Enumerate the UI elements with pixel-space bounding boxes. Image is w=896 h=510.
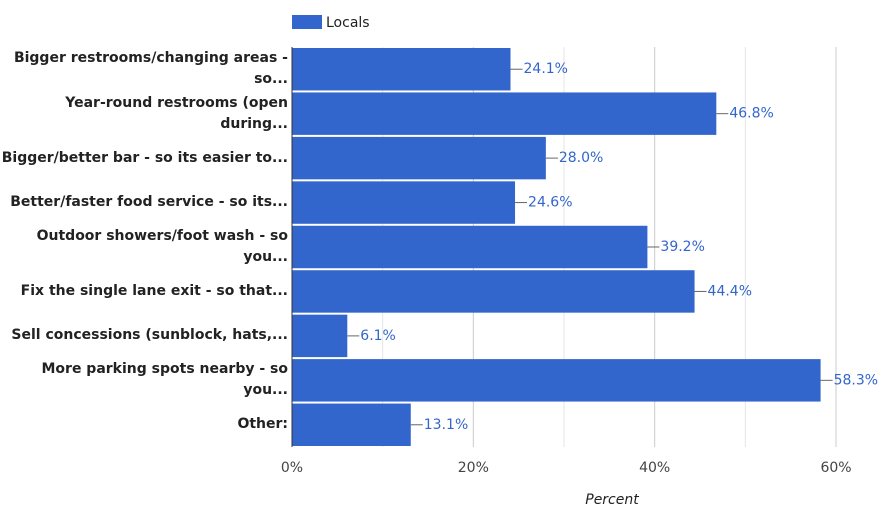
bar (292, 136, 546, 180)
x-tick-label: 40% (639, 460, 670, 476)
data-label: 24.6% (528, 195, 572, 211)
data-label: 46.8% (729, 106, 773, 122)
data-label: 44.4% (708, 283, 752, 299)
y-tick-label: Better/faster food service - so its... (10, 194, 288, 211)
y-tick-label: Year-round restrooms (open during... (65, 94, 288, 132)
x-tick-label: 60% (820, 460, 851, 476)
x-tick-label: 0% (281, 460, 303, 476)
data-label: 6.1% (360, 328, 396, 344)
x-axis-title: Percent (585, 492, 639, 508)
data-label: 39.2% (660, 239, 704, 255)
data-label: 58.3% (834, 372, 878, 388)
y-tick-label: Fix the single lane exit - so that... (20, 282, 288, 299)
y-tick-label: Bigger/better bar - so its easier to... (1, 149, 288, 166)
x-tick-label: 20% (458, 460, 489, 476)
data-label: 13.1% (424, 417, 468, 433)
bar (292, 92, 717, 135)
bar (292, 359, 821, 402)
y-tick-label: Other: (237, 416, 288, 433)
bar (292, 314, 348, 358)
bar (292, 181, 516, 224)
bar (292, 403, 411, 446)
legend-label: Locals (326, 15, 370, 31)
y-tick-label: Sell concessions (sunblock, hats,... (11, 327, 288, 344)
bar (292, 48, 511, 91)
data-label: 28.0% (559, 150, 603, 166)
y-tick-label: More parking spots nearby - so you... (41, 361, 288, 399)
y-tick-label: Outdoor showers/foot wash - so you... (36, 227, 288, 265)
data-label: 24.1% (524, 61, 568, 77)
bar (292, 270, 695, 313)
legend-swatch (292, 15, 322, 29)
y-tick-label: Bigger restrooms/changing areas - so... (13, 50, 288, 88)
bar (292, 225, 648, 269)
